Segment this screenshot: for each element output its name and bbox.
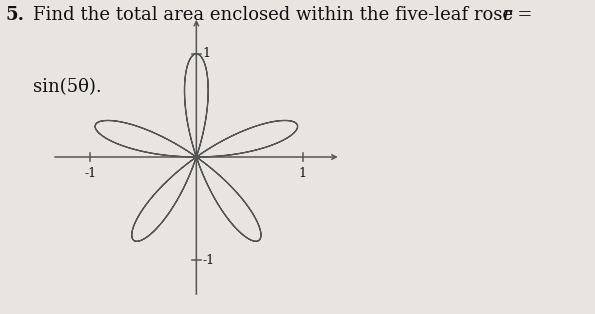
Text: 5.: 5.: [6, 6, 25, 24]
Text: -1: -1: [203, 254, 215, 267]
Text: Find the total area enclosed within the five-leaf rose: Find the total area enclosed within the …: [33, 6, 518, 24]
Text: sin(5θ).: sin(5θ).: [33, 78, 102, 96]
Text: r =: r =: [503, 6, 533, 24]
Text: 1: 1: [203, 47, 211, 60]
Text: -1: -1: [84, 167, 96, 180]
Text: 1: 1: [299, 167, 306, 180]
